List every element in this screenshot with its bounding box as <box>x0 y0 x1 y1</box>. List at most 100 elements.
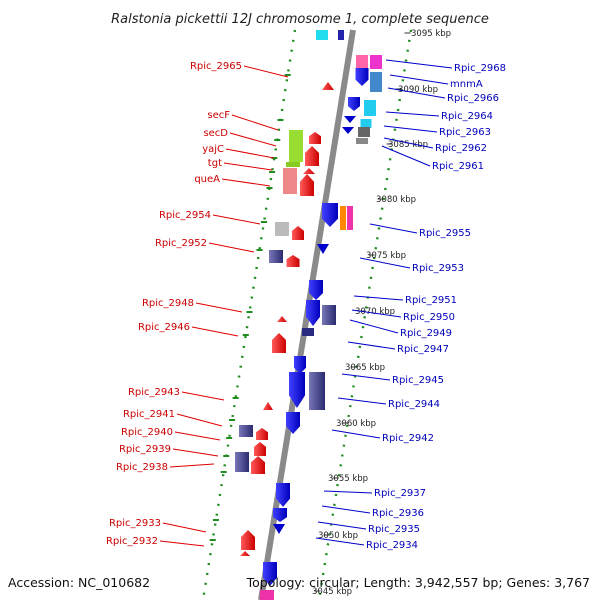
gene-label: Rpic_2940 <box>121 427 173 438</box>
label-leader-line <box>383 137 434 149</box>
gene-arrow-reverse <box>317 244 329 254</box>
gene-label: secF <box>207 110 230 121</box>
gene-arrow-reverse <box>306 300 320 326</box>
label-leader-line <box>159 540 205 547</box>
kbp-label: 3050 kbp <box>318 531 358 541</box>
label-leader-line <box>231 114 279 131</box>
gene-label: secD <box>203 128 228 139</box>
gene-arrow-reverse <box>289 372 305 408</box>
gene-feature <box>356 138 368 144</box>
label-leader-line <box>172 448 219 457</box>
label-leader-line <box>353 295 404 301</box>
gene-arrow-forward <box>277 316 287 322</box>
kbp-label: 3065 kbp <box>345 363 385 373</box>
kbp-label: 3090 kbp <box>398 85 438 95</box>
label-leaders <box>159 59 453 547</box>
label-leader-line <box>341 373 391 381</box>
gene-label: Rpic_2950 <box>403 312 455 323</box>
gene-feature <box>338 30 344 40</box>
label-leader-line <box>176 413 223 427</box>
gene-arrow-forward <box>272 333 286 353</box>
label-leader-line <box>169 463 215 468</box>
label-leader-line <box>349 319 399 334</box>
gene-arrow-reverse <box>342 127 354 134</box>
gene-feature <box>269 250 283 263</box>
gene-label: Rpic_2951 <box>405 295 457 306</box>
gene-arrow-forward <box>256 428 268 440</box>
label-leader-line <box>323 490 373 494</box>
rna-feature <box>364 100 376 116</box>
gene-feature <box>340 206 346 230</box>
gene-label: Rpic_2949 <box>400 328 452 339</box>
map-title: Ralstonia pickettii 12J chromosome 1, co… <box>111 12 489 27</box>
gene-label: Rpic_2962 <box>435 143 487 154</box>
label-leader-line <box>191 326 239 337</box>
gene-arrow-forward <box>254 442 266 456</box>
kbp-label: 3070 kbp <box>355 307 395 317</box>
gene-label: Rpic_2942 <box>382 433 434 444</box>
label-leader-line <box>162 522 207 533</box>
summary-text: Topology: circular; Length: 3,942,557 bp… <box>246 575 590 590</box>
gene-arrow-forward <box>286 255 300 267</box>
gene-label: Rpic_2943 <box>128 387 180 398</box>
gene-feature <box>347 206 353 230</box>
gene-feature <box>370 72 382 92</box>
gene-feature <box>356 55 368 69</box>
gene-label: Rpic_2965 <box>190 61 242 72</box>
kbp-label: 3045 kbp <box>312 587 352 597</box>
label-leader-line <box>385 59 453 69</box>
right-labels: Rpic_2968 mnmA Rpic_2966 Rpic_2964 Rpic_… <box>366 63 506 551</box>
gene-label: Rpic_2948 <box>142 298 194 309</box>
kbp-label: 3080 kbp <box>376 195 416 205</box>
label-leader-line <box>181 391 225 401</box>
gene-feature <box>322 305 336 325</box>
kbp-label: 3055 kbp <box>328 474 368 484</box>
gene-feature <box>239 425 253 437</box>
kbp-label: 3085 kbp <box>388 140 428 150</box>
gene-feature <box>358 127 370 137</box>
gene-arrow-forward <box>309 132 321 144</box>
rna-feature <box>316 30 328 40</box>
gene-arrow-forward <box>240 551 250 556</box>
right-dotted-track <box>317 29 413 600</box>
gene-label: yajC <box>202 144 224 155</box>
gene-feature <box>235 452 249 472</box>
gene-label: Rpic_2952 <box>155 238 207 249</box>
gene-label: Rpic_2946 <box>138 322 190 333</box>
gene-arrow-reverse <box>273 508 287 522</box>
gene-label: Rpic_2937 <box>374 488 426 499</box>
label-leader-line <box>331 429 381 439</box>
gene-arrow-reverse <box>276 483 290 507</box>
gene-label: Rpic_2966 <box>447 93 499 104</box>
gene-label: Rpic_2954 <box>159 210 211 221</box>
label-leader-line <box>221 178 271 187</box>
label-leader-line <box>383 125 438 133</box>
label-leader-line <box>208 242 255 253</box>
gene-label: tgt <box>208 158 222 169</box>
kbp-label: 3060 kbp <box>336 419 376 429</box>
gene-feature <box>283 168 297 194</box>
gene-label: Rpic_2945 <box>392 375 444 386</box>
accession-text: Accession: NC_010682 <box>8 575 150 590</box>
label-leader-line <box>347 341 396 350</box>
label-leader-line <box>369 223 418 234</box>
gene-arrow-forward <box>241 530 255 550</box>
gene-feature <box>289 130 303 162</box>
label-leader-line <box>174 431 221 441</box>
gene-arrow-reverse <box>355 68 369 86</box>
gene-arrow-forward <box>263 402 273 410</box>
gene-feature <box>260 590 274 600</box>
gene-arrow-forward <box>251 456 265 474</box>
label-leader-line <box>381 145 431 167</box>
label-leader-line <box>243 65 289 78</box>
kbp-scale: 3095 kbp 3090 kbp 3085 kbp 3080 kbp 3075… <box>312 29 451 597</box>
gene-arrow-forward <box>303 168 315 174</box>
gene-feature <box>309 372 325 410</box>
gene-arrow-reverse <box>263 562 277 586</box>
gene-label: Rpic_2955 <box>419 228 471 239</box>
label-leader-line <box>359 257 411 269</box>
gene-feature <box>286 162 300 167</box>
rna-feature <box>360 119 372 128</box>
gene-label: Rpic_2953 <box>412 263 464 274</box>
